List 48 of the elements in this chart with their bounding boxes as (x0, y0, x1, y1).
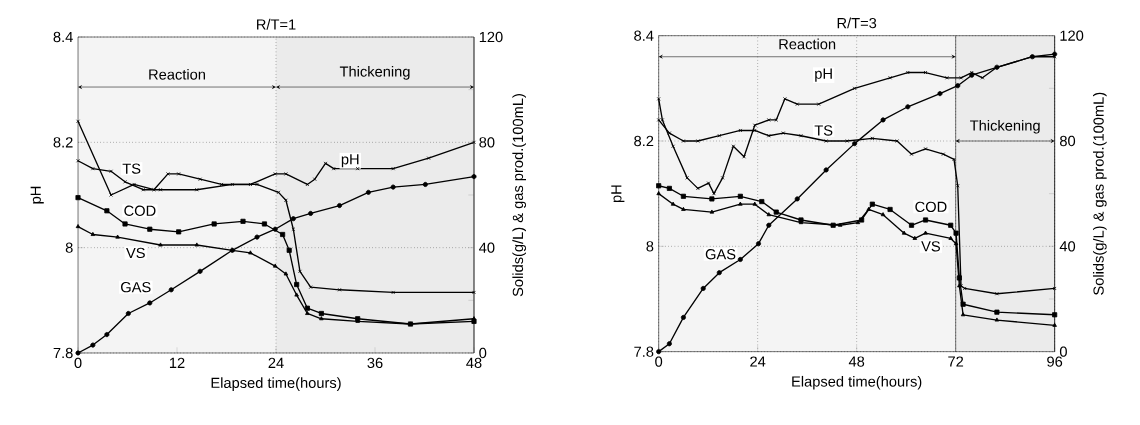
y-tick-label: 8.4 (634, 30, 654, 41)
band-label: Thickening (339, 65, 410, 80)
x-tick-label: 0 (74, 357, 82, 369)
band-label: Reaction (779, 38, 836, 50)
x-tick-label: 36 (367, 357, 383, 369)
y2-tick-label: 120 (1060, 30, 1084, 41)
y2-tick-label: 80 (479, 137, 495, 148)
x-axis-title: Elapsed time(hours) (211, 377, 341, 391)
x-tick-label: 24 (750, 356, 766, 367)
x-tick-label: 24 (268, 357, 284, 368)
x-tick-label: 96 (1047, 356, 1063, 367)
series-label: GAS (121, 281, 151, 293)
y-axis-title: pH (611, 185, 625, 203)
band-label: Thickening (970, 119, 1040, 134)
y-tick-label: 7.8 (634, 346, 654, 357)
y-tick-label: 8.4 (53, 31, 73, 43)
y2-axis-title: Solids(g/L) & gas prod.(100mL) (512, 94, 526, 297)
y2-tick-label: 0 (1059, 346, 1067, 357)
y2-tick-label: 80 (1059, 135, 1076, 147)
y-tick-label: 8.2 (53, 137, 73, 148)
series-label: COD (915, 201, 947, 213)
series-label: TS (814, 125, 833, 136)
y2-tick-label: 0 (479, 347, 487, 359)
series-label: VS (126, 247, 145, 259)
y-axis-title: pH (30, 186, 44, 204)
y-tick-label: 8 (65, 242, 73, 253)
y2-axis-title: Solids(g/L) & gas prod.(100mL) (1092, 92, 1107, 295)
band-label: Reaction (149, 68, 205, 80)
series-label: TS (122, 163, 141, 174)
y2-tick-label: 40 (479, 242, 495, 253)
y-tick-label: 7.8 (53, 347, 73, 359)
series-label: pH (341, 154, 359, 168)
y-tick-label: 8 (646, 241, 654, 252)
chart-title: R/T=3 (837, 17, 877, 29)
x-tick-label: 72 (948, 356, 964, 367)
x-axis-title: Elapsed time(hours) (792, 375, 922, 390)
series-label: COD (124, 205, 156, 216)
x-tick-label: 12 (169, 357, 185, 368)
chart-title: R/T=1 (257, 18, 296, 30)
x-tick-label: 48 (466, 357, 482, 369)
x-tick-label: 0 (655, 356, 663, 367)
series-label: pH (815, 68, 832, 82)
series-label: GAS (705, 249, 736, 260)
x-tick-label: 48 (848, 356, 865, 367)
y-tick-label: 8.2 (634, 135, 654, 147)
y2-tick-label: 120 (479, 31, 503, 43)
series-label: VS (921, 241, 941, 252)
y2-tick-label: 40 (1059, 241, 1076, 252)
